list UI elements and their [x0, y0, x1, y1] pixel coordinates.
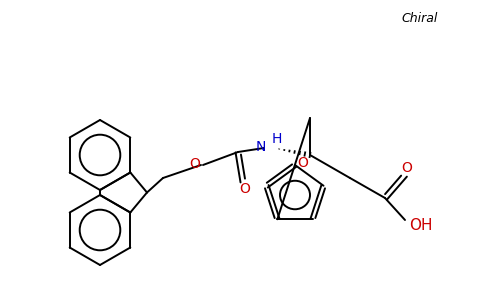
Text: H: H [272, 132, 282, 146]
Text: O: O [240, 182, 250, 196]
Text: N: N [256, 140, 266, 154]
Text: O: O [190, 157, 200, 171]
Text: OH: OH [409, 218, 433, 232]
Text: O: O [298, 156, 308, 170]
Text: O: O [402, 161, 412, 175]
Text: Chiral: Chiral [402, 11, 438, 25]
